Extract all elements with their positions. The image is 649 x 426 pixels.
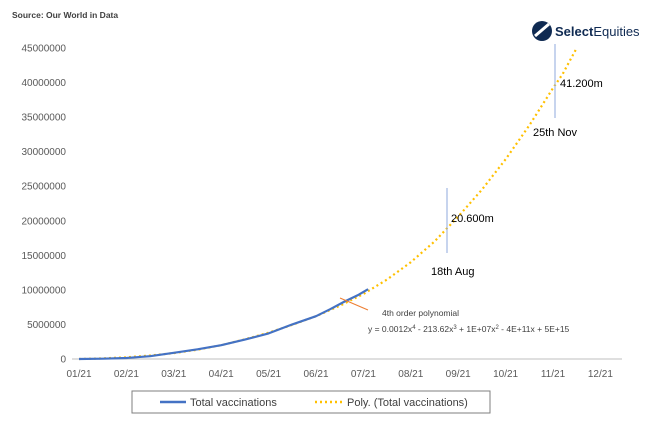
y-axis: 0 5000000 10000000 15000000 20000000 25000000… — [22, 44, 67, 366]
y-tick-label: 30000000 — [22, 147, 67, 158]
x-tick-label: 01/21 — [66, 369, 91, 380]
x-tick-label: 06/21 — [303, 369, 328, 380]
polynomial-equation: y = 0.0012x4 - 213.62x3 + 1E+07x2 - 4E+1… — [368, 324, 570, 334]
x-tick-label: 03/21 — [161, 369, 186, 380]
legend-box — [131, 390, 491, 414]
series-line-total-vaccinations — [78, 288, 369, 361]
y-tick-label: 0 — [60, 355, 66, 366]
x-tick-label: 11/21 — [541, 369, 566, 380]
y-tick-label: 15000000 — [22, 251, 67, 262]
annotation-value-nov: 41.200m — [560, 78, 603, 90]
annotation-date-nov: 25th Nov — [533, 127, 578, 139]
x-tick-label: 02/21 — [114, 369, 139, 380]
logo: SelectEquities — [532, 21, 640, 41]
source-label: Source: Our World in Data — [12, 10, 118, 20]
y-tick-label: 25000000 — [22, 182, 67, 193]
y-tick-label: 20000000 — [22, 216, 67, 227]
x-tick-label: 12/21 — [588, 369, 613, 380]
x-tick-label: 07/21 — [351, 369, 376, 380]
y-tick-label: 10000000 — [22, 285, 67, 296]
series-line-polynomial — [78, 47, 578, 361]
annotation-date-aug: 18th Aug — [431, 266, 474, 278]
legend-label-total: Total vaccinations — [190, 397, 277, 409]
annotation-value-aug: 20.600m — [451, 213, 494, 225]
polynomial-label: 4th order polynomial — [382, 308, 459, 318]
polynomial-pointer — [339, 297, 369, 311]
series-layer — [78, 47, 578, 361]
x-tick-label: 08/21 — [398, 369, 423, 380]
x-tick-label: 04/21 — [209, 369, 234, 380]
legend: Total vaccinations Poly. (Total vaccinat… — [131, 390, 491, 414]
y-tick-label: 45000000 — [22, 44, 67, 55]
y-tick-label: 35000000 — [22, 113, 67, 124]
legend-label-poly: Poly. (Total vaccinations) — [347, 397, 468, 409]
x-axis: 01/21 02/21 03/21 04/21 05/21 06/21 07/21 08/21… — [66, 369, 613, 380]
y-tick-label: 40000000 — [22, 78, 67, 89]
x-tick-label: 09/21 — [446, 369, 471, 380]
y-tick-label: 5000000 — [27, 320, 66, 331]
logo-text: SelectEquities — [555, 24, 640, 39]
x-tick-label: 10/21 — [493, 369, 518, 380]
x-tick-label: 05/21 — [256, 369, 281, 380]
